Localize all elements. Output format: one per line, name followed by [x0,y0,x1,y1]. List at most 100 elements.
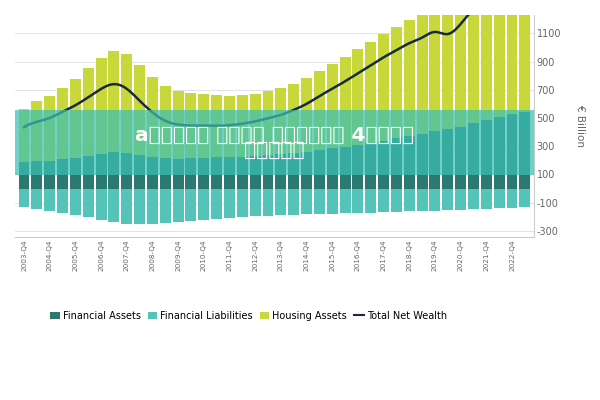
Bar [109,152,119,188]
Bar [70,158,81,188]
Bar [160,158,171,188]
Bar [31,161,42,188]
Bar [211,158,222,188]
Bar [327,148,338,188]
Bar [340,57,350,147]
Bar [506,188,517,208]
Bar [455,188,466,210]
Bar [391,188,402,212]
Bar [288,84,299,153]
Bar [481,0,492,120]
Bar [95,188,107,220]
Bar [70,79,81,158]
Y-axis label: € Billion: € Billion [575,105,585,147]
Bar [121,54,132,152]
Bar [494,116,505,188]
Bar [250,188,260,216]
Bar [224,96,235,157]
Bar [250,94,260,156]
Bar [121,188,132,224]
Bar [275,88,286,154]
Bar [109,188,119,222]
Bar [19,109,29,162]
Bar [442,12,453,129]
Bar [147,158,158,188]
Bar [416,15,428,134]
Bar [173,188,184,222]
Bar [57,188,68,213]
Bar [468,123,479,188]
Bar [224,157,235,188]
Bar [520,112,530,188]
Bar [494,188,505,208]
Bar [121,152,132,188]
Bar [288,188,299,215]
Bar [237,95,248,157]
Bar [31,188,42,209]
Bar [263,91,274,155]
Bar [83,188,94,218]
Bar [520,0,530,112]
Bar [109,50,119,152]
Bar [44,188,55,211]
Bar [147,188,158,224]
Bar [95,154,107,188]
Bar [494,0,505,116]
Bar [250,156,260,188]
Bar [275,188,286,215]
Bar [352,145,364,188]
Bar [31,101,42,161]
Bar [378,34,389,141]
Bar [301,188,312,214]
Bar [455,2,466,127]
Bar [481,120,492,188]
Bar [314,150,325,188]
Bar [134,188,145,224]
Bar [430,131,440,188]
Bar [430,188,440,211]
Bar [352,49,364,145]
Bar [391,138,402,188]
Bar [57,88,68,160]
Bar [430,10,440,131]
Bar [275,154,286,188]
Bar [314,71,325,150]
Bar [160,86,171,158]
Bar [416,134,428,188]
Bar [15,110,534,175]
Bar [468,0,479,123]
Bar [160,188,171,223]
Bar [378,141,389,188]
Bar [327,64,338,148]
Bar [404,136,415,188]
Bar [263,155,274,188]
Bar [199,158,209,188]
Bar [237,188,248,217]
Bar [481,188,492,209]
Bar [340,147,350,188]
Bar [19,188,29,207]
Bar [365,42,376,143]
Bar [365,143,376,188]
Bar [173,159,184,188]
Bar [352,188,364,213]
Bar [455,127,466,188]
Bar [263,188,274,216]
Bar [224,188,235,218]
Bar [173,91,184,159]
Bar [288,153,299,188]
Bar [134,65,145,155]
Bar [185,158,196,188]
Bar [520,188,530,207]
Bar [185,188,196,221]
Bar [506,0,517,114]
Legend: Financial Assets, Financial Liabilities, Housing Assets, Total Net Wealth: Financial Assets, Financial Liabilities,… [46,307,451,325]
Bar [391,27,402,138]
Bar [185,93,196,158]
Bar [44,96,55,160]
Bar [442,129,453,188]
Bar [442,188,453,210]
Bar [95,58,107,154]
Bar [416,188,428,211]
Bar [237,157,248,188]
